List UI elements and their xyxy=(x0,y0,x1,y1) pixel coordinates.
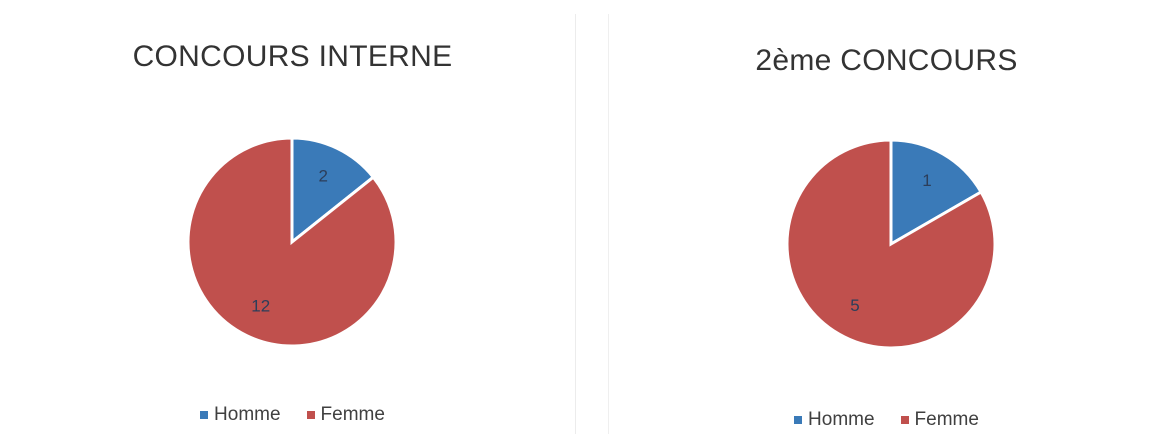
legend-swatch-homme xyxy=(794,416,803,424)
data-label-femme: 5 xyxy=(850,296,859,315)
data-label-homme: 1 xyxy=(922,171,931,190)
legend-item-homme: Homme xyxy=(794,409,875,431)
chart-panel-concours-interne: CONCOURS INTERNE 2 12 Homme Femme xyxy=(10,14,576,434)
legend-item-homme: Homme xyxy=(200,404,281,426)
legend-swatch-femme xyxy=(306,411,315,419)
pie-chart: 15 xyxy=(785,138,997,350)
legend-swatch-femme xyxy=(900,416,909,424)
pie-chart: 2 12 xyxy=(186,136,398,348)
data-label-homme: 2 xyxy=(319,167,328,186)
legend: Homme Femme xyxy=(609,409,1164,431)
pie-slice-homme xyxy=(290,136,376,246)
legend-label-femme: Femme xyxy=(320,404,385,425)
legend-label-homme: Homme xyxy=(808,409,875,430)
pie-slice-homme xyxy=(889,138,984,247)
pie-slice-femme xyxy=(785,138,997,350)
legend-item-femme: Femme xyxy=(306,404,385,426)
pie-slice-femme xyxy=(186,136,398,348)
data-label-femme: 12 xyxy=(251,296,270,315)
legend: Homme Femme xyxy=(10,404,575,426)
legend-label-homme: Homme xyxy=(214,404,281,425)
legend-item-femme: Femme xyxy=(900,409,979,431)
chart-title: CONCOURS INTERNE xyxy=(132,40,453,73)
legend-label-femme: Femme xyxy=(914,409,979,430)
chart-title: 2ème CONCOURS xyxy=(755,44,1018,77)
legend-swatch-homme xyxy=(200,411,209,419)
